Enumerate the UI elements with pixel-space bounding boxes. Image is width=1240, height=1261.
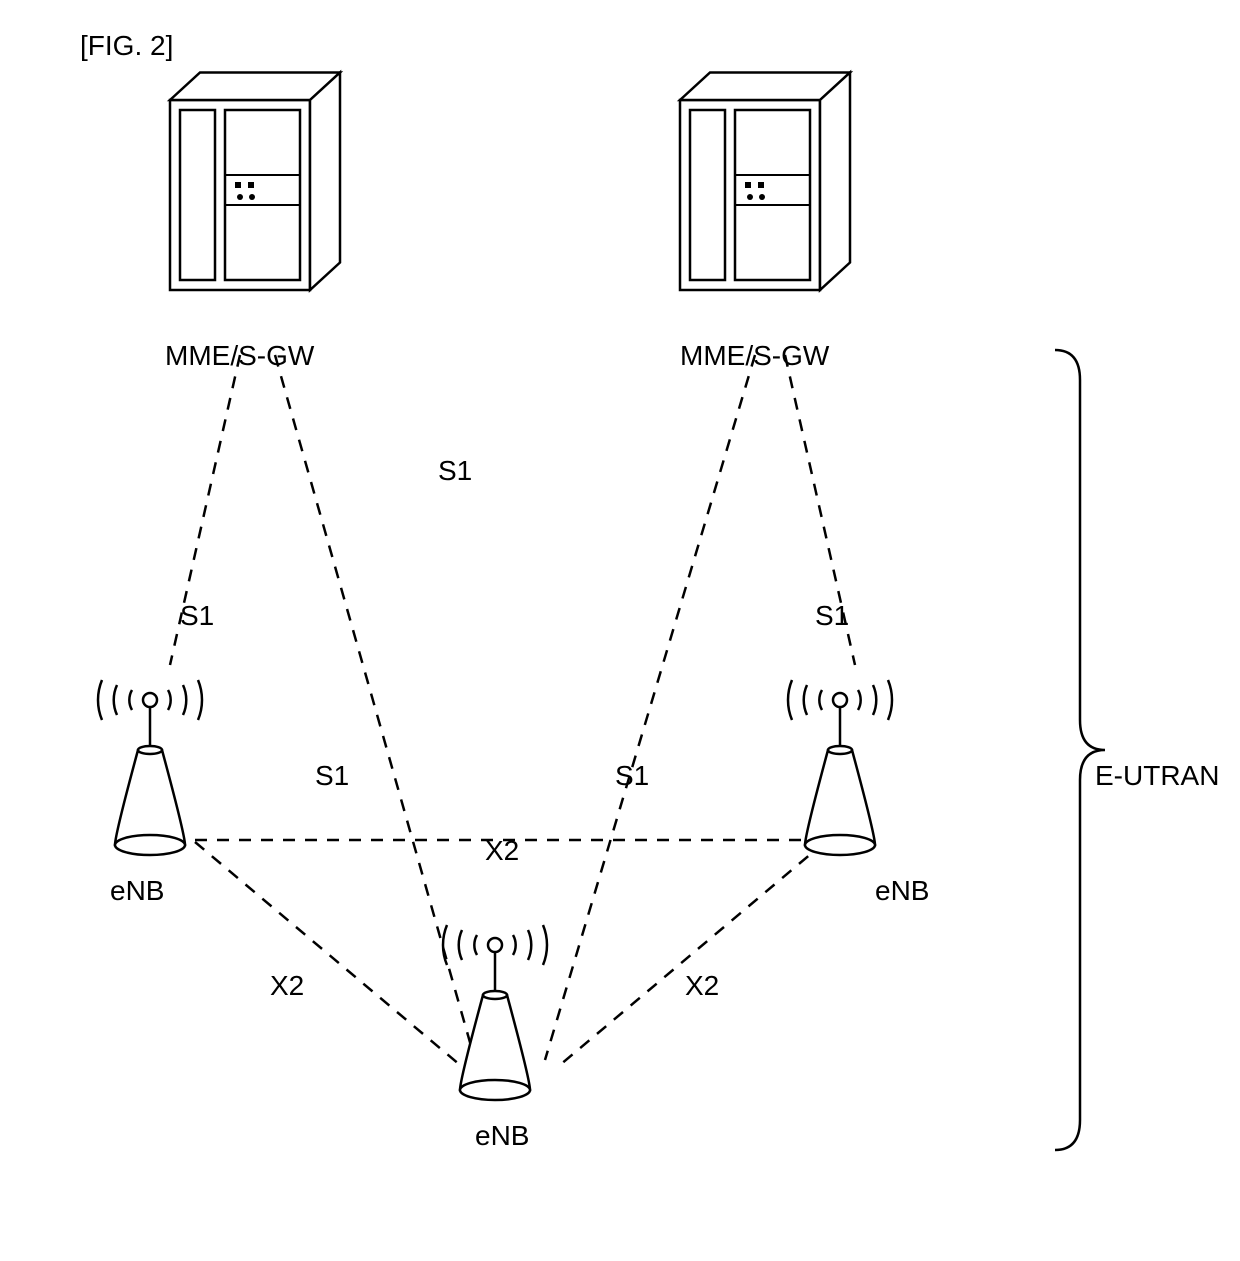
edge-label-0: S1 xyxy=(180,600,214,632)
edge-x2 xyxy=(195,842,460,1065)
node-label-enb_right: eNB xyxy=(875,875,929,907)
interface-label-0: S1 xyxy=(438,455,472,487)
edge-label-1: S1 xyxy=(315,760,349,792)
diagram-container: [FIG. 2] MME/S-GWMME/S-GWeNBeNBeNBS1S1S1… xyxy=(0,0,1240,1261)
edge-label-2: S1 xyxy=(815,600,849,632)
edge-x2 xyxy=(560,842,825,1065)
node-label-enb_bottom: eNB xyxy=(475,1120,529,1152)
antenna-icon xyxy=(98,680,202,855)
edge-label-4: X2 xyxy=(485,835,519,867)
server-icon xyxy=(170,73,340,291)
server-icon xyxy=(680,73,850,291)
node-label-enb_left: eNB xyxy=(110,875,164,907)
antenna-icon xyxy=(788,680,892,855)
brace-icon xyxy=(1055,350,1105,1150)
brace-label: E-UTRAN xyxy=(1095,760,1219,792)
node-label-server_left: MME/S-GW xyxy=(165,340,314,372)
edge-label-6: X2 xyxy=(685,970,719,1002)
edge-label-5: X2 xyxy=(270,970,304,1002)
node-label-server_right: MME/S-GW xyxy=(680,340,829,372)
antenna-icon xyxy=(443,925,547,1100)
edge-s1 xyxy=(545,355,755,1060)
edge-label-3: S1 xyxy=(615,760,649,792)
